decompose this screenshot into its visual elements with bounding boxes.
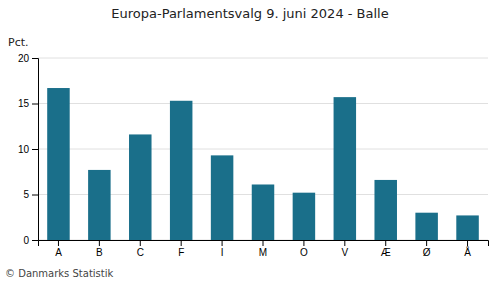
annotation: © Danmarks Statistik bbox=[5, 268, 114, 279]
bar bbox=[129, 134, 152, 240]
y-tick: 20 bbox=[18, 53, 38, 64]
y-tick: 10 bbox=[18, 144, 38, 155]
y-tick-mark bbox=[32, 149, 38, 150]
x-tick-label: O bbox=[300, 247, 308, 258]
x-tick: V bbox=[341, 240, 348, 258]
y-tick-mark bbox=[32, 104, 38, 105]
x-tick-mark bbox=[385, 240, 386, 246]
y-tick-label: 5 bbox=[23, 189, 29, 200]
y-axis-label: Pct. bbox=[8, 36, 29, 49]
x-axis-line bbox=[39, 241, 489, 247]
bar bbox=[374, 180, 397, 240]
x-tick-label: V bbox=[341, 247, 348, 258]
x-tick-label: Æ bbox=[381, 247, 391, 258]
x-tick-mark bbox=[140, 240, 141, 246]
bar bbox=[334, 97, 357, 240]
x-tick: F bbox=[178, 240, 184, 258]
x-tick-mark bbox=[222, 240, 223, 246]
bar bbox=[293, 193, 316, 240]
x-tick: O bbox=[300, 240, 308, 258]
x-tick-label: A bbox=[55, 247, 62, 258]
bar bbox=[415, 213, 438, 240]
chart-title: Europa-Parlamentsvalg 9. juni 2024 - Bal… bbox=[111, 6, 388, 21]
bar bbox=[170, 101, 193, 240]
bars bbox=[47, 88, 479, 240]
y-tick: 15 bbox=[18, 98, 38, 109]
grid bbox=[38, 58, 488, 240]
grid-line bbox=[38, 58, 488, 59]
x-tick-label: M bbox=[259, 247, 267, 258]
bar bbox=[47, 88, 70, 240]
bar bbox=[88, 170, 111, 240]
x-tick-label: Ø bbox=[423, 247, 431, 258]
y-tick: 5 bbox=[23, 189, 38, 200]
grid-line bbox=[38, 103, 488, 104]
x-tick-mark bbox=[58, 240, 59, 246]
y-tick: 0 bbox=[23, 235, 38, 246]
x-tick: A bbox=[55, 240, 62, 258]
chart-svg: Europa-Parlamentsvalg 9. juni 2024 - Bal… bbox=[0, 0, 500, 282]
y-tick-mark bbox=[32, 195, 38, 196]
x-tick-label: Å bbox=[464, 246, 471, 258]
x-tick-label: F bbox=[178, 247, 184, 258]
x-tick-label: I bbox=[221, 247, 224, 258]
x-tick-mark bbox=[263, 240, 264, 246]
x-tick: Ø bbox=[423, 240, 431, 258]
x-tick-mark bbox=[181, 240, 182, 246]
x-tick-label: B bbox=[96, 247, 103, 258]
x-tick: C bbox=[137, 240, 144, 258]
x-tick-mark bbox=[426, 240, 427, 246]
x-tick-label: C bbox=[137, 247, 144, 258]
bar bbox=[456, 215, 479, 240]
x-tick: Å bbox=[464, 240, 471, 258]
x-tick-mark bbox=[303, 240, 304, 246]
y-axis-line bbox=[32, 59, 39, 241]
x-tick: I bbox=[221, 240, 224, 258]
x-tick-mark bbox=[467, 240, 468, 246]
x-tick-mark bbox=[344, 240, 345, 246]
y-axis: 0 5 10 15 20 bbox=[18, 53, 39, 246]
bar bbox=[252, 184, 275, 240]
y-tick-label: 15 bbox=[18, 98, 30, 109]
x-tick: Æ bbox=[381, 240, 391, 258]
plot-area: 0 5 10 15 20 A B C F I M O V Æ Ø Å bbox=[18, 53, 489, 258]
x-tick: B bbox=[96, 240, 103, 258]
x-tick: M bbox=[259, 240, 267, 258]
y-tick-mark bbox=[32, 58, 38, 59]
x-axis: ABCFIMOVÆØÅ bbox=[39, 240, 489, 258]
y-tick-mark bbox=[32, 240, 38, 241]
y-tick-label: 20 bbox=[18, 53, 30, 64]
grid-line bbox=[38, 149, 488, 150]
chart-container: Europa-Parlamentsvalg 9. juni 2024 - Bal… bbox=[0, 0, 500, 282]
x-tick-mark bbox=[99, 240, 100, 246]
bar bbox=[211, 155, 234, 240]
y-tick-label: 10 bbox=[18, 144, 30, 155]
y-tick-label: 0 bbox=[23, 235, 29, 246]
